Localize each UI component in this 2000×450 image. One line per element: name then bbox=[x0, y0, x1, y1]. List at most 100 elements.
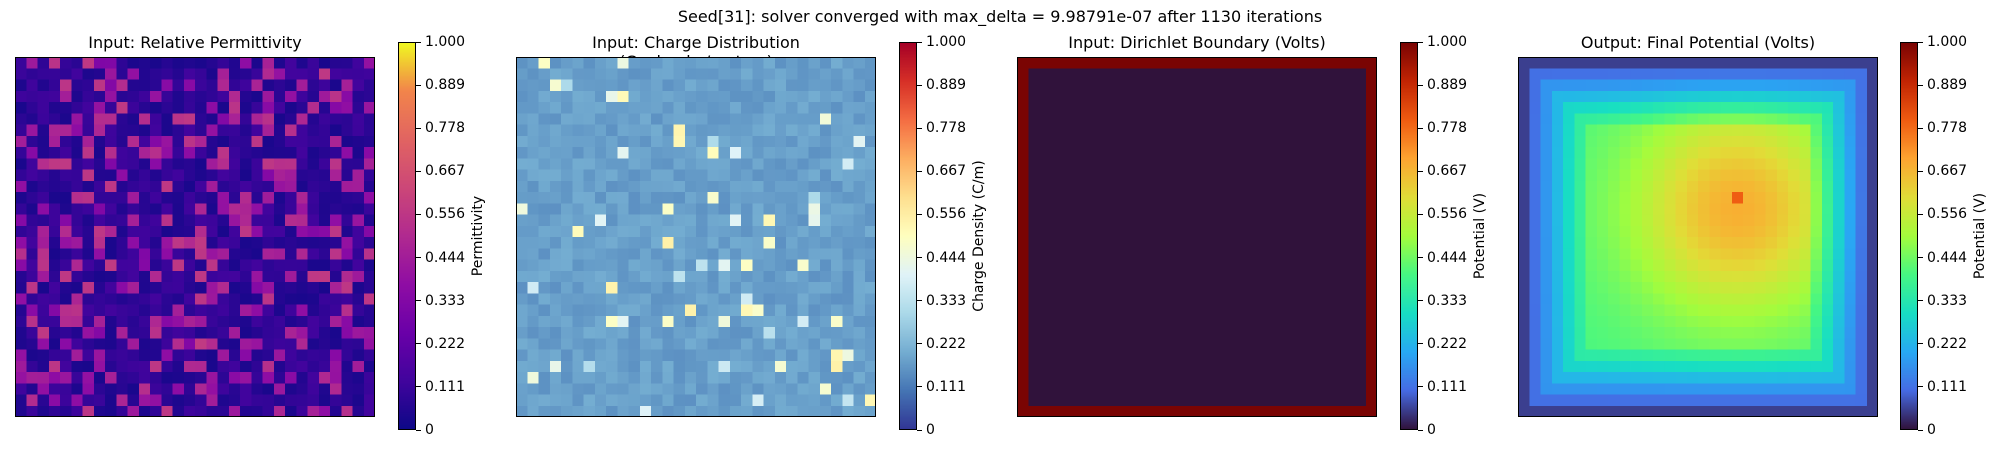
colorbar-tick-label: 0.444 bbox=[425, 249, 466, 266]
colorbar-tick-label: 0.444 bbox=[1927, 249, 1968, 266]
colorbar-boundary-gradient bbox=[1400, 42, 1418, 430]
colorbar-tick bbox=[1418, 41, 1423, 43]
colorbar-tick-label: 0.556 bbox=[1427, 206, 1468, 223]
colorbar-tick bbox=[416, 300, 421, 302]
colorbar-tick-label: 0.778 bbox=[425, 120, 466, 137]
colorbar-tick-label: 1.000 bbox=[425, 34, 466, 50]
colorbar-tick bbox=[1918, 170, 1923, 172]
colorbar-tick-label: 0.889 bbox=[926, 77, 967, 94]
colorbar-charge: 0 0.111 0.222 0.333 0.444 0.556 0.667 0.778 0.88… bbox=[899, 35, 966, 437]
colorbar-tick-label: 0.111 bbox=[1427, 378, 1468, 395]
colorbar-tick-label: 0.333 bbox=[425, 292, 466, 309]
colorbar-tick-label: 0.333 bbox=[1427, 292, 1468, 309]
colorbar-tick bbox=[1918, 127, 1923, 129]
colorbar-tick bbox=[1418, 429, 1423, 431]
colorbar-tick bbox=[416, 170, 421, 172]
colorbar-tick bbox=[1918, 429, 1923, 431]
colorbar-tick-label: 0.222 bbox=[1927, 335, 1968, 352]
colorbar-tick-label: 0.444 bbox=[926, 249, 967, 266]
colorbar-tick-label: 0.111 bbox=[926, 378, 967, 395]
colorbar-tick-label: 0.556 bbox=[1927, 206, 1968, 223]
colorbar-tick bbox=[1918, 84, 1923, 86]
colorbar-tick bbox=[1418, 386, 1423, 388]
colorbar-tick-label: 0.889 bbox=[1427, 77, 1468, 94]
colorbar-tick bbox=[416, 41, 421, 43]
panel-title-potential: Output: Final Potential (Volts) bbox=[1580, 33, 1816, 52]
colorbar-tick bbox=[1418, 257, 1423, 259]
colorbar-tick bbox=[416, 213, 421, 215]
colorbar-label-charge: Charge Density (C/m) bbox=[971, 160, 987, 312]
colorbar-label-potential: Potential (V) bbox=[1972, 192, 1988, 280]
panel-title-boundary: Input: Dirichlet Boundary (Volts) bbox=[1068, 33, 1326, 52]
colorbar-tick bbox=[1918, 300, 1923, 302]
colorbar-tick bbox=[917, 386, 922, 388]
colorbar-tick bbox=[416, 343, 421, 345]
colorbar-tick-label: 0.333 bbox=[926, 292, 967, 309]
figure-suptitle: Seed[31]: solver converged with max_delt… bbox=[677, 7, 1323, 26]
colorbar-tick bbox=[1418, 343, 1423, 345]
colorbar-tick-label: 0.222 bbox=[1427, 335, 1468, 352]
colorbar-tick bbox=[917, 213, 922, 215]
heatmap-charge bbox=[516, 57, 876, 417]
colorbar-tick bbox=[917, 257, 922, 259]
colorbar-tick bbox=[917, 127, 922, 129]
colorbar-tick-label: 0.889 bbox=[425, 77, 466, 94]
colorbar-tick-label: 0 bbox=[926, 422, 935, 438]
colorbar-tick-label: 1.000 bbox=[926, 34, 967, 50]
colorbar-tick bbox=[917, 343, 922, 345]
colorbar-tick-label: 0.111 bbox=[1927, 378, 1968, 395]
colorbar-tick-label: 0.222 bbox=[425, 335, 466, 352]
colorbar-tick bbox=[416, 386, 421, 388]
colorbar-tick-label: 0.556 bbox=[926, 206, 967, 223]
colorbar-permittivity-gradient bbox=[398, 42, 416, 430]
colorbar-tick-label: 0.667 bbox=[425, 163, 466, 180]
colorbar-tick-label: 1.000 bbox=[1927, 34, 1968, 50]
colorbar-permittivity: 0 0.111 0.222 0.333 0.444 0.556 0.667 0.778 0.88… bbox=[398, 35, 465, 437]
colorbar-tick-label: 1.000 bbox=[1427, 34, 1468, 50]
colorbar-tick bbox=[1918, 343, 1923, 345]
colorbar-tick-label: 0.778 bbox=[926, 120, 967, 137]
heatmap-potential bbox=[1518, 57, 1878, 417]
colorbar-tick-label: 0.222 bbox=[926, 335, 967, 352]
colorbar-tick-label: 0.333 bbox=[1927, 292, 1968, 309]
colorbar-tick bbox=[1918, 257, 1923, 259]
colorbar-tick bbox=[917, 84, 922, 86]
colorbar-potential: 0 0.111 0.222 0.333 0.444 0.556 0.667 0.778 0.88… bbox=[1900, 35, 1967, 437]
colorbar-tick-label: 0.556 bbox=[425, 206, 466, 223]
colorbar-tick-label: 0.667 bbox=[1427, 163, 1468, 180]
heatmap-boundary-cells bbox=[1017, 57, 1377, 417]
colorbar-tick bbox=[1918, 386, 1923, 388]
colorbar-tick bbox=[917, 300, 922, 302]
panel-title-permittivity: Input: Relative Permittivity bbox=[88, 33, 302, 52]
colorbar-tick-label: 0.667 bbox=[926, 163, 967, 180]
heatmap-boundary bbox=[1017, 57, 1377, 417]
colorbar-tick bbox=[1918, 213, 1923, 215]
colorbar-tick bbox=[416, 127, 421, 129]
colorbar-tick bbox=[416, 84, 421, 86]
colorbar-tick-label: 0 bbox=[1427, 422, 1436, 438]
colorbar-tick bbox=[1418, 300, 1423, 302]
colorbar-potential-gradient bbox=[1900, 42, 1918, 430]
heatmap-potential-cells bbox=[1518, 57, 1878, 417]
colorbar-tick bbox=[1918, 41, 1923, 43]
colorbar-tick-label: 0 bbox=[1927, 422, 1936, 438]
colorbar-tick-label: 0.778 bbox=[1927, 120, 1968, 137]
colorbar-tick bbox=[1418, 84, 1423, 86]
colorbar-tick-label: 0.111 bbox=[425, 378, 466, 395]
heatmap-permittivity-cells bbox=[15, 57, 375, 417]
colorbar-tick bbox=[416, 429, 421, 431]
colorbar-tick-label: 0.444 bbox=[1427, 249, 1468, 266]
colorbar-label-boundary: Potential (V) bbox=[1472, 192, 1488, 280]
colorbar-tick-label: 0.778 bbox=[1427, 120, 1468, 137]
colorbar-tick bbox=[917, 41, 922, 43]
heatmap-charge-cells bbox=[516, 57, 876, 417]
colorbar-tick bbox=[1418, 127, 1423, 129]
colorbar-tick-label: 0 bbox=[425, 422, 434, 438]
colorbar-boundary: 0 0.111 0.222 0.333 0.444 0.556 0.667 0.778 0.88… bbox=[1400, 35, 1467, 437]
colorbar-charge-gradient bbox=[899, 42, 917, 430]
colorbar-tick bbox=[917, 429, 922, 431]
colorbar-tick bbox=[1418, 213, 1423, 215]
colorbar-tick bbox=[917, 170, 922, 172]
colorbar-label-permittivity: Permittivity bbox=[470, 195, 486, 277]
colorbar-tick bbox=[416, 257, 421, 259]
